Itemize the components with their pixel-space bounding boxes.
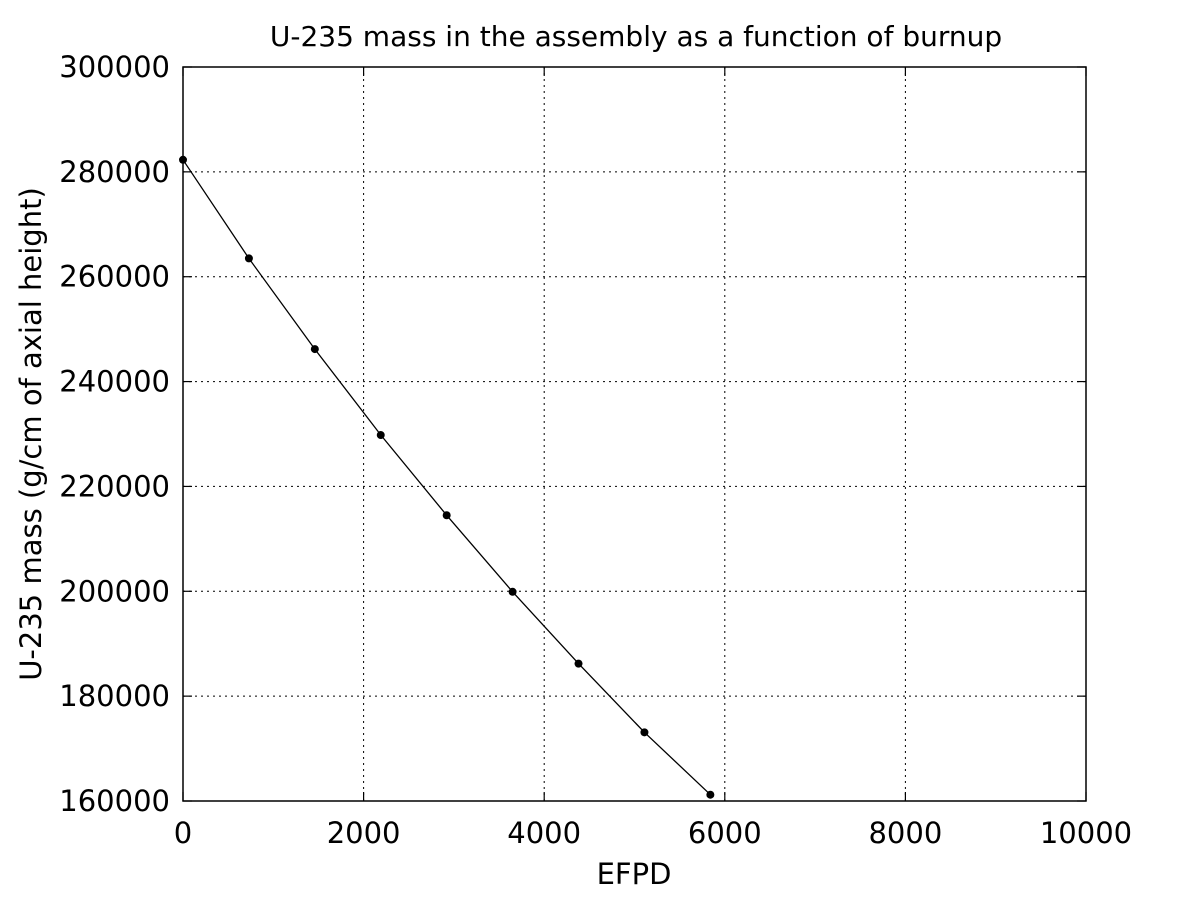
data-point xyxy=(640,728,649,737)
x-tick-label: 8000 xyxy=(868,816,942,850)
data-point xyxy=(574,659,583,668)
series-line xyxy=(182,159,711,796)
data-point xyxy=(376,431,385,440)
data-point xyxy=(244,254,253,263)
x-tick-label: 2000 xyxy=(327,816,401,850)
x-tick-label: 0 xyxy=(174,816,192,850)
plot-area-frame xyxy=(182,66,1087,802)
y-tick-label: 260000 xyxy=(59,260,170,294)
axis-ticks xyxy=(182,66,1087,802)
y-tick-label: 240000 xyxy=(59,365,170,399)
y-tick-label: 160000 xyxy=(59,784,170,818)
data-series xyxy=(179,155,715,799)
y-axis-tick-labels: 160000 180000 200000 220000 240000 260000 2800… xyxy=(59,50,170,818)
x-axis-tick-labels: 0 2000 4000 6000 8000 10000 xyxy=(174,816,1132,850)
x-axis-label: EFPD xyxy=(597,857,672,891)
x-tick-label: 6000 xyxy=(688,816,762,850)
y-tick-label: 200000 xyxy=(59,574,170,608)
data-point xyxy=(310,345,319,354)
data-point xyxy=(442,511,451,520)
y-tick-label: 300000 xyxy=(59,50,170,84)
data-point xyxy=(706,790,715,799)
y-tick-label: 280000 xyxy=(59,155,170,189)
data-point xyxy=(508,587,517,596)
chart-title: U-235 mass in the assembly as a function… xyxy=(270,20,1002,53)
x-tick-label: 4000 xyxy=(507,816,581,850)
y-tick-label: 180000 xyxy=(59,679,170,713)
y-axis-label: U-235 mass (g/cm of axial height) xyxy=(14,187,48,681)
grid-lines xyxy=(183,67,1086,801)
x-tick-label: 10000 xyxy=(1040,816,1132,850)
y-tick-label: 220000 xyxy=(59,469,170,503)
